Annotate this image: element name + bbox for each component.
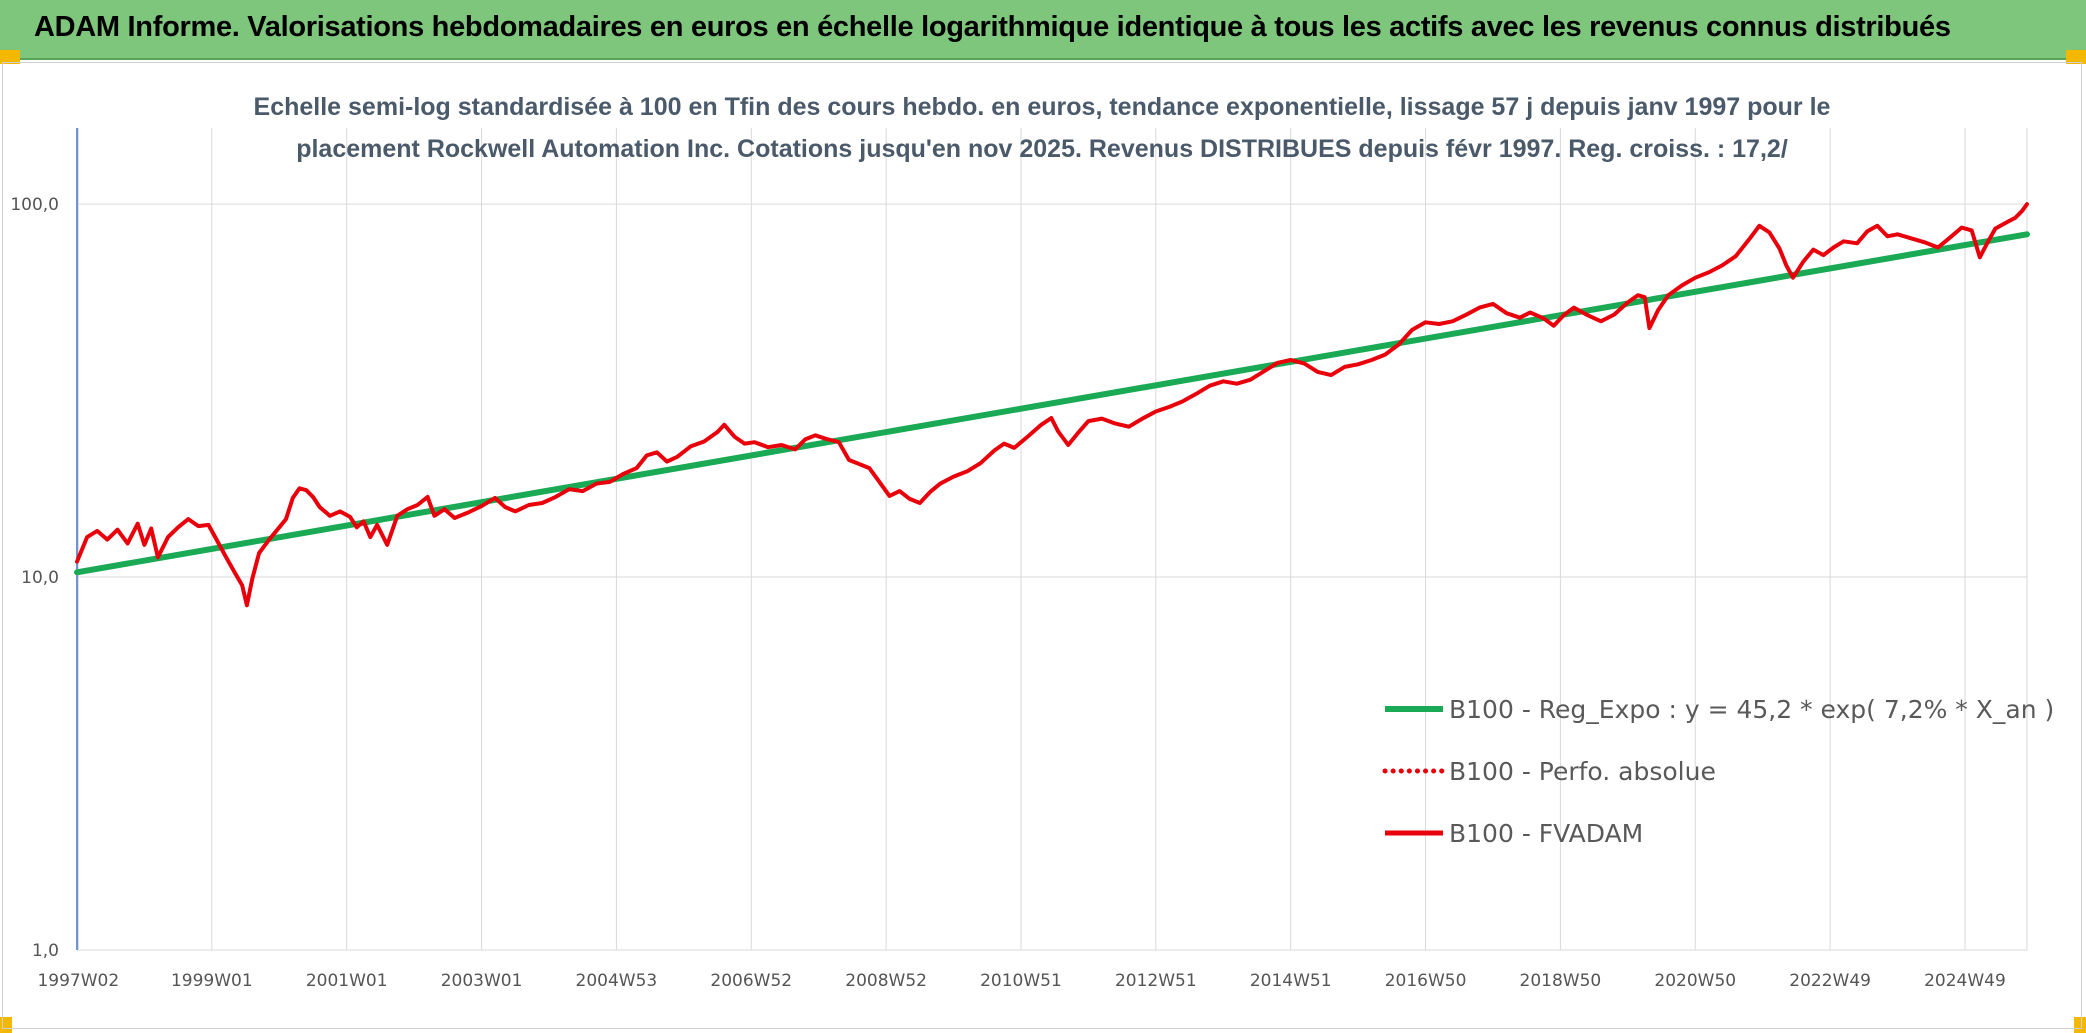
- corner-accent-left: [0, 50, 20, 64]
- x-tick-label-11: 2018W50: [1520, 971, 1602, 991]
- legend-label-perfo: B100 - Perfo. absolue: [1449, 757, 1716, 786]
- x-tick-label-12: 2020W50: [1654, 971, 1736, 991]
- legend: B100 - Reg_Expo : y = 45,2 * exp( 7,2% *…: [1382, 695, 2054, 848]
- x-axis-ticks: 1997W02 1999W01 2001W01 2003W01 2004W53 2006W…: [37, 971, 2005, 991]
- series-reg-line: [74, 231, 2030, 576]
- x-tick-label-7: 2010W51: [980, 971, 1062, 991]
- report-title: ADAM Informe. Valorisations hebdomadaire…: [34, 11, 1951, 43]
- x-tick-label-0: 1997W02: [37, 971, 119, 991]
- y-tick-label-0: 1,0: [32, 941, 59, 961]
- x-tick-label-1: 1999W01: [171, 971, 253, 991]
- corner-accent-bottom-right: [2074, 1017, 2086, 1033]
- x-tick-label-9: 2014W51: [1250, 971, 1332, 991]
- y-axis-ticks: 1,0 10,0 100,0: [10, 195, 59, 961]
- chart-title-line-2: placement Rockwell Automation Inc. Cotat…: [296, 135, 1788, 163]
- x-tick-label-5: 2006W52: [710, 971, 792, 991]
- y-tick-label-2: 100,0: [10, 195, 59, 215]
- report-banner: ADAM Informe. Valorisations hebdomadaire…: [0, 0, 2086, 60]
- legend-label-fvadam: B100 - FVADAM: [1449, 819, 1643, 848]
- series-layer: [74, 202, 2030, 608]
- chart-frame: [2, 62, 2082, 1029]
- corner-accent-right: [2066, 50, 2086, 64]
- chart-title-line-1: Echelle semi-log standardisée à 100 en T…: [254, 93, 1831, 121]
- x-tick-label-2: 2001W01: [306, 971, 388, 991]
- x-tick-label-4: 2004W53: [576, 971, 658, 991]
- series-fvadam-line: [75, 202, 2029, 608]
- corner-accent-bottom-left: [0, 1017, 12, 1033]
- y-tick-label-1: 10,0: [21, 568, 59, 588]
- x-tick-label-14: 2024W49: [1924, 971, 2006, 991]
- legend-label-reg: B100 - Reg_Expo : y = 45,2 * exp( 7,2% *…: [1449, 695, 2054, 724]
- grid: [76, 128, 2028, 951]
- x-tick-label-13: 2022W49: [1789, 971, 1871, 991]
- x-tick-label-10: 2016W50: [1385, 971, 1467, 991]
- x-tick-label-3: 2003W01: [441, 971, 523, 991]
- x-tick-label-6: 2008W52: [845, 971, 927, 991]
- x-tick-label-8: 2012W51: [1115, 971, 1197, 991]
